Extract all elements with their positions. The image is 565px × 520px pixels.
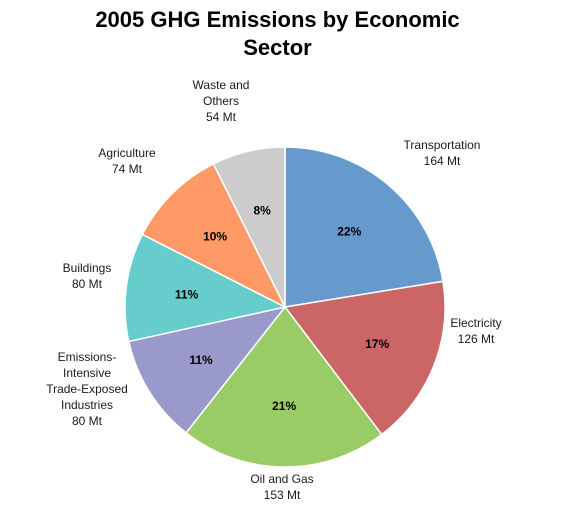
pie-value-label: 80 Mt — [72, 414, 103, 428]
pie-name-label: Waste and — [193, 78, 250, 92]
pie-category-label: Electricity 126 Mt — [450, 316, 501, 346]
pie-slice-transportation — [284, 146, 444, 308]
pie-category-label: Buildings 80 Mt — [63, 261, 112, 291]
pie-value-label: 164 Mt — [424, 154, 461, 168]
pie-slice-oil-and-gas — [185, 305, 383, 468]
pie-percent-label: 11% — [175, 287, 199, 301]
pie-value-label: 54 Mt — [206, 110, 237, 124]
pie-name-label: Transportation — [404, 138, 481, 152]
pie-category-label: Emissions- Intensive Trade-Exposed Industri… — [46, 350, 128, 428]
pie-category-label: Oil and Gas 153 Mt — [250, 472, 313, 502]
pie-name-label: Intensive — [63, 366, 111, 380]
pie-percent-label: 22% — [337, 224, 361, 238]
pie-name-label: Others — [203, 94, 239, 108]
pie-percent-label: 11% — [189, 353, 213, 367]
chart-title: 2005 GHG Emissions by Economic Sector — [0, 6, 555, 62]
pie-slice-buildings — [124, 233, 288, 343]
pie-slice-emissions-intensive-trade-exposed-industries — [127, 305, 287, 434]
pie-slice-agriculture — [141, 162, 287, 309]
pie-name-label: Industries — [61, 398, 113, 412]
pie-value-label: 153 Mt — [264, 488, 301, 502]
pie-value-label: 126 Mt — [458, 332, 495, 346]
pie-name-label: Buildings — [63, 261, 112, 275]
pie-name-label: Emissions- — [58, 350, 117, 364]
pie-name-label: Electricity — [450, 316, 501, 330]
pie-name-label: Agriculture — [98, 146, 156, 160]
pie-name-label: Oil and Gas — [250, 472, 313, 486]
pie-percent-label: 21% — [272, 399, 296, 413]
chart-title-line: Sector — [243, 35, 312, 60]
pie-category-label: Waste and Others 54 Mt — [193, 78, 250, 124]
pie-slice-waste-and-others — [212, 146, 286, 308]
pie-category-label: Transportation 164 Mt — [404, 138, 481, 168]
chart-title-line: 2005 GHG Emissions by Economic — [95, 7, 460, 32]
pie-value-label: 74 Mt — [112, 162, 143, 176]
pie-percent-label: 8% — [254, 203, 272, 217]
pie-percent-label: 17% — [365, 337, 389, 351]
pie-category-label: Agriculture 74 Mt — [98, 146, 156, 176]
pie-value-label: 80 Mt — [72, 277, 103, 291]
pie-name-label: Trade-Exposed — [46, 382, 128, 396]
pie-percent-label: 10% — [203, 230, 227, 244]
pie-slice-electricity — [283, 280, 446, 436]
